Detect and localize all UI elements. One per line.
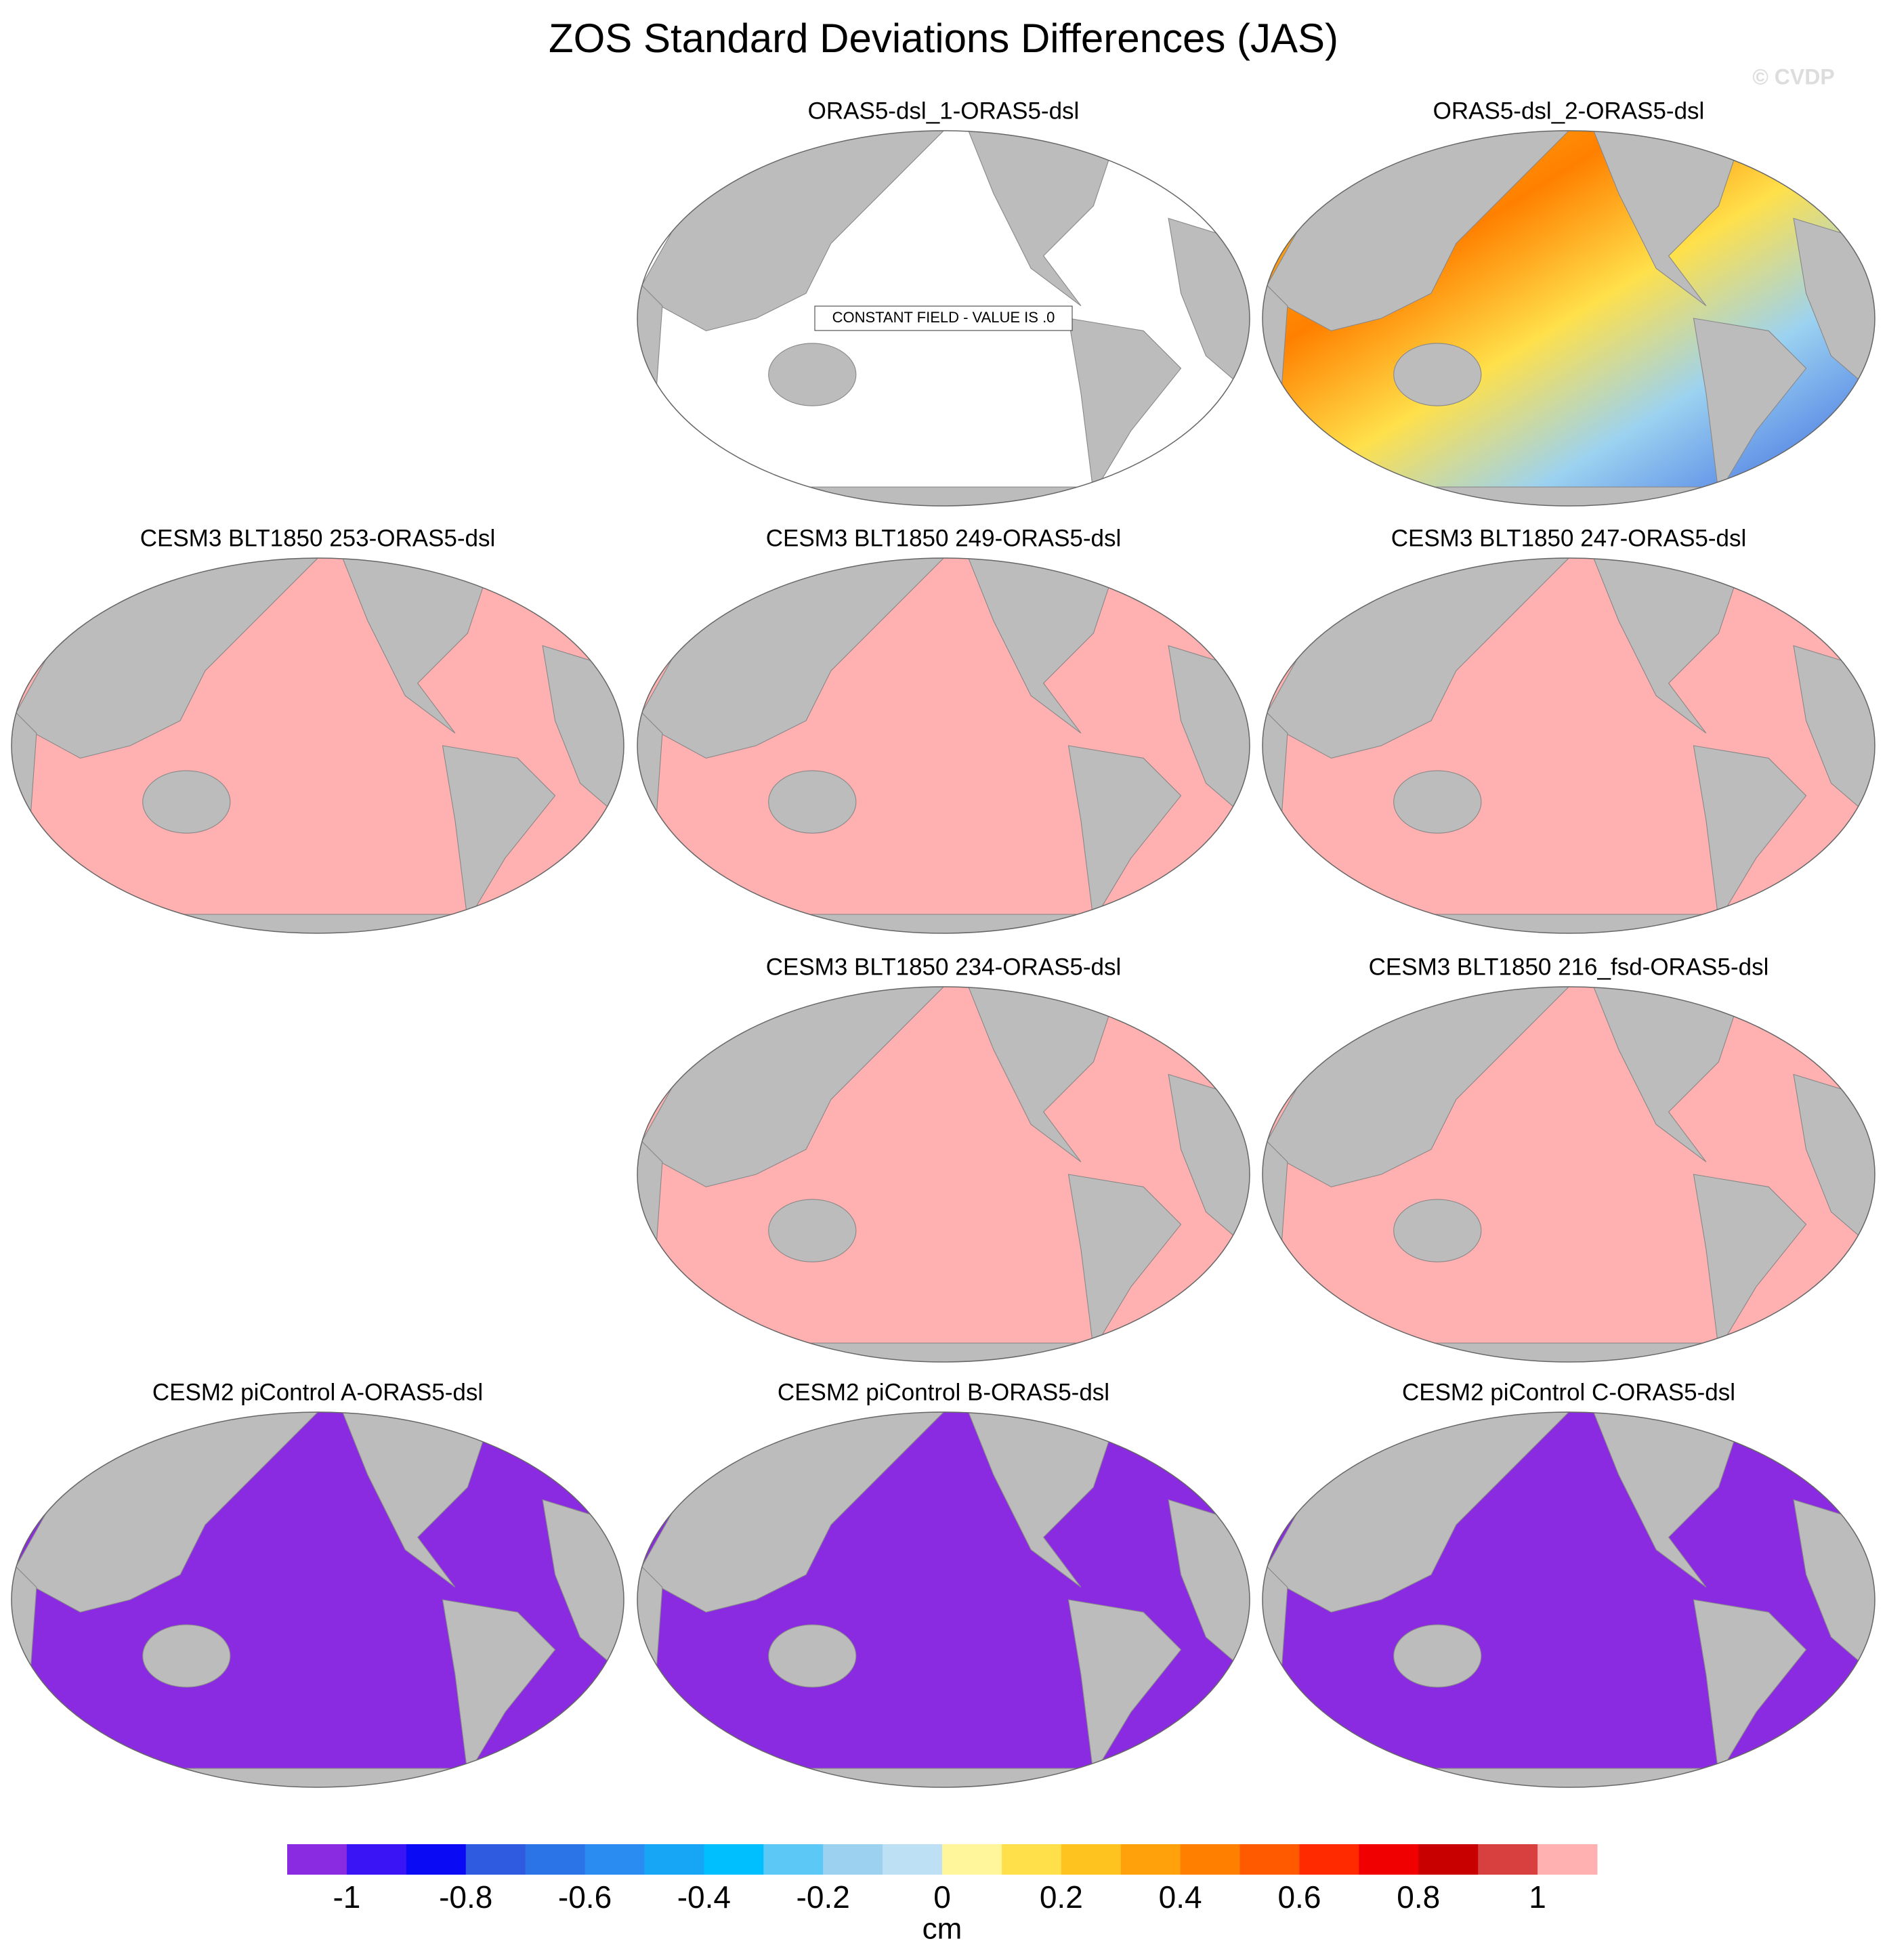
colorbar-tick-label: 0.4 bbox=[1159, 1879, 1202, 1915]
colorbar-box bbox=[823, 1844, 883, 1875]
map-panel: CESM2 piControl A-ORAS5-dsl bbox=[11, 1379, 624, 1788]
colorbar-box bbox=[287, 1844, 347, 1875]
colorbar-tick-label: 0.2 bbox=[1040, 1879, 1083, 1915]
colorbar-box bbox=[1120, 1844, 1181, 1875]
map-outline bbox=[1262, 130, 1875, 507]
watermark: © CVDP bbox=[1752, 64, 1834, 89]
colorbar-box bbox=[942, 1844, 1002, 1875]
colorbar-box bbox=[1418, 1844, 1479, 1875]
colorbar-box bbox=[1001, 1844, 1062, 1875]
colorbar-box bbox=[585, 1844, 645, 1875]
colorbar-box bbox=[1299, 1844, 1359, 1875]
map-outline bbox=[11, 1411, 624, 1788]
panel-title: CESM2 piControl C-ORAS5-dsl bbox=[1402, 1379, 1735, 1405]
panel-title: ORAS5-dsl_1-ORAS5-dsl bbox=[808, 98, 1080, 124]
note-box bbox=[814, 305, 1073, 331]
colorbar-box bbox=[346, 1844, 407, 1875]
colorbar-box bbox=[1538, 1844, 1598, 1875]
colorbar-tick-label: 1 bbox=[1529, 1879, 1546, 1915]
colorbar-tick-label: 0.6 bbox=[1277, 1879, 1321, 1915]
colorbar-tick-label: -0.2 bbox=[797, 1879, 850, 1915]
colorbar-tick-label: 0.8 bbox=[1397, 1879, 1440, 1915]
colorbar-box bbox=[1478, 1844, 1538, 1875]
colorbar-tick-label: -1 bbox=[333, 1879, 360, 1915]
panel-title: CESM3 BLT1850 253-ORAS5-dsl bbox=[140, 525, 496, 551]
figure-title: ZOS Standard Deviations Differences (JAS… bbox=[549, 16, 1338, 61]
map-panel: CESM3 BLT1850 253-ORAS5-dsl bbox=[11, 525, 624, 934]
map-outline bbox=[637, 130, 1250, 507]
colorbar-tick-label: -0.8 bbox=[439, 1879, 492, 1915]
constant-field-note: CONSTANT FIELD - VALUE IS .0 bbox=[832, 309, 1055, 326]
map-panel: CESM3 BLT1850 216_fsd-ORAS5-dsl bbox=[1262, 954, 1875, 1363]
colorbar-box bbox=[525, 1844, 586, 1875]
colorbar-box bbox=[1180, 1844, 1241, 1875]
map-outline bbox=[637, 986, 1250, 1363]
colorbar-box bbox=[465, 1844, 526, 1875]
map-panel: ORAS5-dsl_1-ORAS5-dsl CONSTANT FIELD - VA… bbox=[637, 98, 1250, 507]
map-outline bbox=[637, 557, 1250, 934]
map-panel: CESM3 BLT1850 247-ORAS5-dsl bbox=[1262, 525, 1875, 934]
colorbar-box bbox=[1061, 1844, 1122, 1875]
panel-title: CESM3 BLT1850 249-ORAS5-dsl bbox=[766, 525, 1122, 551]
map-outline bbox=[1262, 557, 1875, 934]
map-panel: ORAS5-dsl_2-ORAS5-dsl bbox=[1262, 98, 1875, 507]
panel-title: CESM2 piControl B-ORAS5-dsl bbox=[778, 1379, 1109, 1405]
colorbar: -1 -0.8 -0.6 -0.4 -0.2 0 0.2 0.4 0.6 0.8 1 cm bbox=[287, 1844, 1598, 1946]
panel-title: CESM3 BLT1850 216_fsd-ORAS5-dsl bbox=[1369, 954, 1769, 980]
map-outline bbox=[11, 557, 624, 934]
colorbar-box bbox=[763, 1844, 824, 1875]
colorbar-box bbox=[704, 1844, 764, 1875]
colorbar-box bbox=[644, 1844, 704, 1875]
colorbar-tick-label: -0.4 bbox=[677, 1879, 731, 1915]
colorbar-tick-label: 0 bbox=[933, 1879, 951, 1915]
colorbar-box bbox=[883, 1844, 943, 1875]
colorbar-tick-label: -0.6 bbox=[558, 1879, 612, 1915]
map-outline bbox=[1262, 986, 1875, 1363]
map-outline bbox=[1262, 1411, 1875, 1788]
map-outline bbox=[637, 1411, 1250, 1788]
panel-title: CESM3 BLT1850 247-ORAS5-dsl bbox=[1391, 525, 1747, 551]
colorbar-box bbox=[406, 1844, 467, 1875]
panel-title: CESM2 piControl A-ORAS5-dsl bbox=[152, 1379, 483, 1405]
colorbar-label: cm bbox=[923, 1913, 962, 1946]
colorbar-box bbox=[1239, 1844, 1300, 1875]
map-panel: CESM3 BLT1850 234-ORAS5-dsl bbox=[637, 954, 1250, 1363]
panel-title: ORAS5-dsl_2-ORAS5-dsl bbox=[1433, 98, 1705, 124]
map-panel: CESM2 piControl C-ORAS5-dsl bbox=[1262, 1379, 1875, 1788]
panel-title: CESM3 BLT1850 234-ORAS5-dsl bbox=[766, 954, 1122, 980]
map-panel: CESM3 BLT1850 249-ORAS5-dsl bbox=[637, 525, 1250, 934]
colorbar-box bbox=[1359, 1844, 1419, 1875]
map-panel: CESM2 piControl B-ORAS5-dsl bbox=[637, 1379, 1250, 1788]
panels: ORAS5-dsl_1-ORAS5-dsl CONSTANT FIELD - VA… bbox=[11, 98, 1875, 1788]
